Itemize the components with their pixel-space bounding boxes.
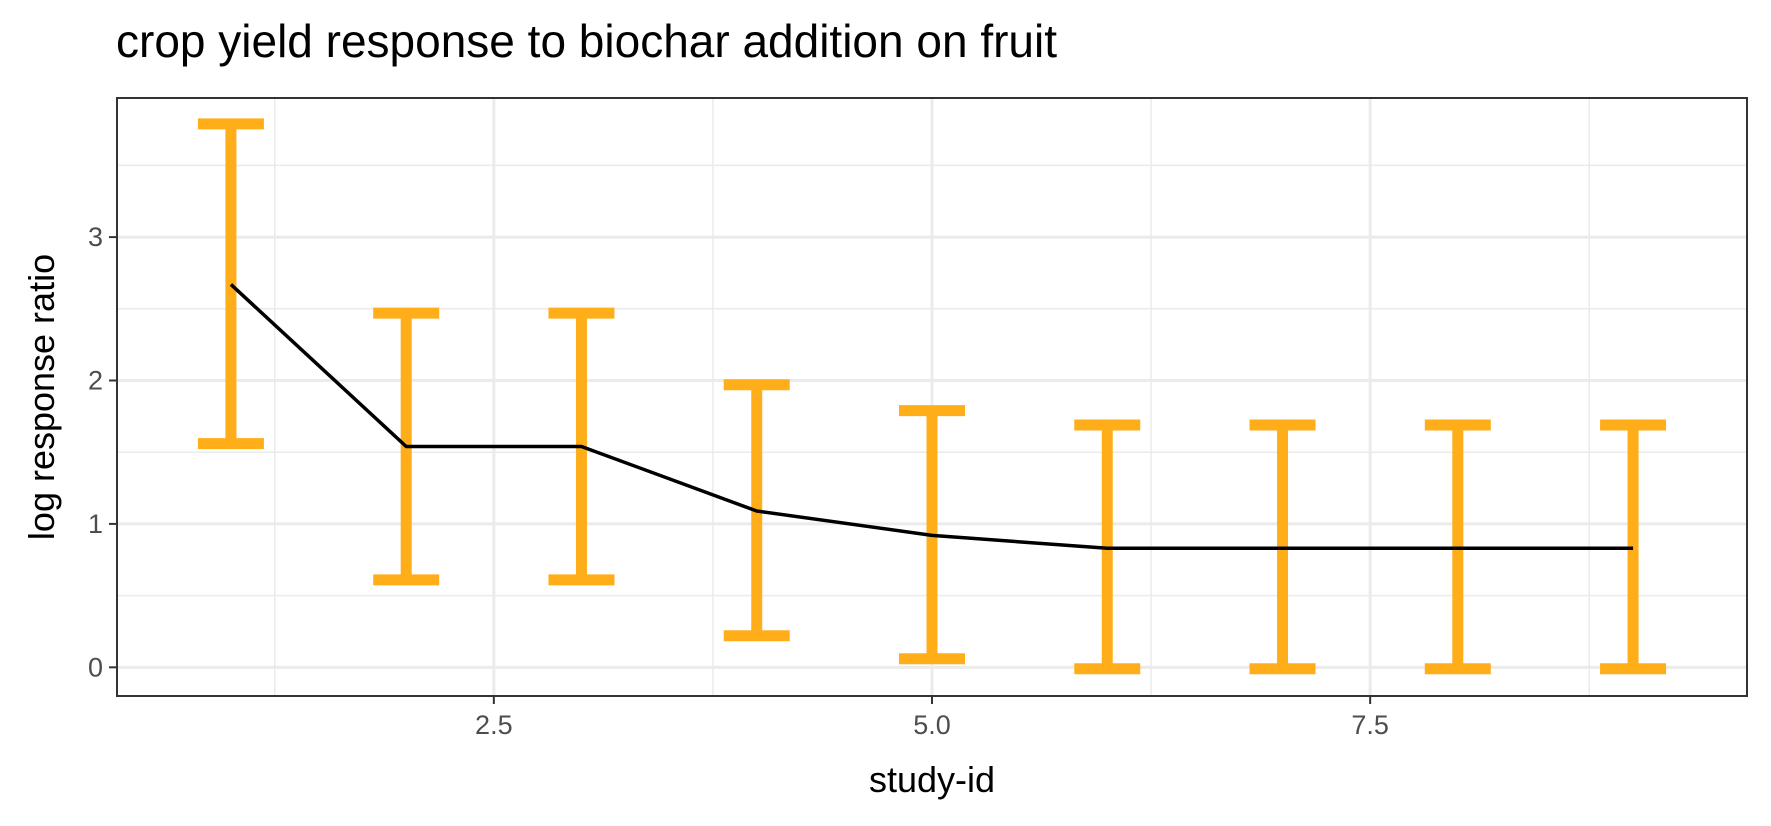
tick-labels: 2.5 5.0 7.5 0 1 2 3	[88, 222, 1389, 740]
y-tick-label: 3	[88, 222, 103, 252]
x-axis-title: study-id	[869, 759, 995, 800]
series-lines	[229, 283, 1634, 551]
series-line	[229, 283, 1634, 551]
major-gridlines	[117, 98, 1747, 696]
y-tick-label: 2	[88, 366, 103, 396]
error-bar	[197, 118, 264, 450]
chart-title: crop yield response to biochar addition …	[116, 15, 1058, 67]
y-tick-label: 0	[88, 652, 103, 682]
x-tick-label: 7.5	[1351, 710, 1389, 740]
x-tick-label: 2.5	[475, 710, 513, 740]
axis-ticks	[109, 236, 1372, 704]
x-tick-label: 5.0	[913, 710, 951, 740]
y-tick-label: 1	[88, 509, 103, 539]
y-axis-title: log response ratio	[21, 254, 62, 540]
